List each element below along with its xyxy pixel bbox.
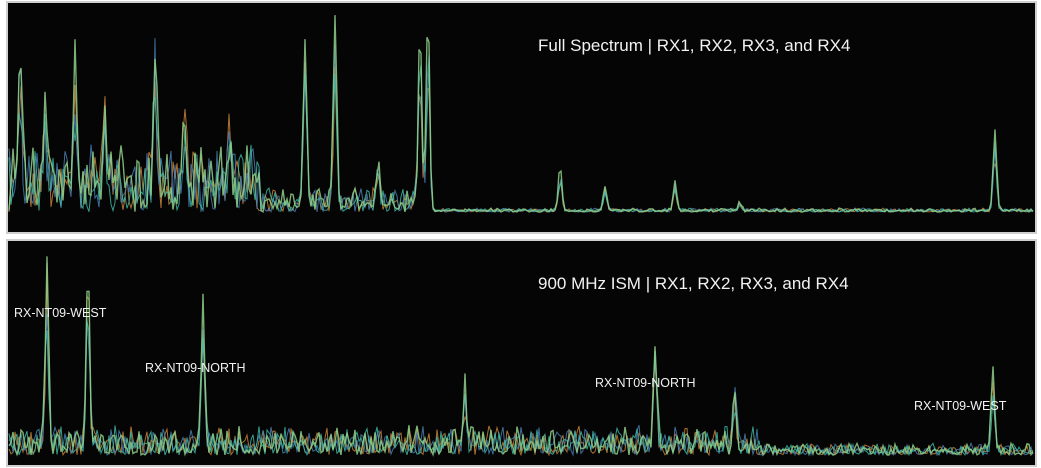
- panel-title: 900 MHz ISM | RX1, RX2, RX3, and RX4: [538, 274, 849, 293]
- receiver-label: RX-NT09-WEST: [914, 399, 1007, 413]
- receiver-label: RX-NT09-NORTH: [595, 376, 695, 390]
- spectrum-trace: [8, 256, 1034, 457]
- spectrum-trace: [8, 38, 1034, 213]
- spectrum-panel: [6, 1, 1037, 234]
- receiver-label: RX-NT09-NORTH: [145, 361, 245, 375]
- spectrum-trace: [8, 321, 1034, 457]
- receiver-label: RX-NT09-WEST: [14, 306, 107, 320]
- panel-title: Full Spectrum | RX1, RX2, RX3, and RX4: [538, 36, 850, 55]
- traces: [8, 15, 1034, 457]
- spectrum-trace: [8, 15, 1034, 214]
